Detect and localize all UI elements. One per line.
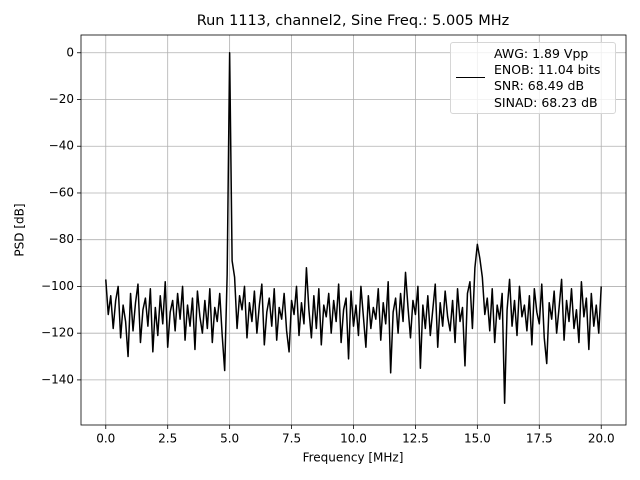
x-tick-label: 5.0 — [220, 432, 239, 446]
y-tick-label: −100 — [41, 279, 74, 293]
y-tick-label: −40 — [49, 139, 74, 153]
x-tick-label: 10.0 — [340, 432, 367, 446]
x-tick-label: 2.5 — [158, 432, 177, 446]
y-tick-label: −80 — [49, 232, 74, 246]
x-tick-label: 17.5 — [526, 432, 553, 446]
x-tick-label: 0.0 — [96, 432, 115, 446]
psd-line — [105, 52, 602, 405]
plot-frame — [80, 34, 627, 426]
y-tick-label: −120 — [41, 326, 74, 340]
x-axis-label: Frequency [MHz] — [303, 451, 404, 465]
y-tick-label: −140 — [41, 372, 74, 386]
x-tick-label: 20.0 — [588, 432, 615, 446]
legend-line — [456, 77, 485, 78]
legend-label: AWG: 1.89 Vpp ENOB: 11.04 bits SNR: 68.4… — [494, 46, 601, 110]
x-tick-label: 15.0 — [464, 432, 491, 446]
chart-title: Run 1113, channel2, Sine Freq.: 5.005 MH… — [197, 13, 510, 29]
y-axis-label: PSD [dB] — [13, 203, 27, 256]
legend: AWG: 1.89 Vpp ENOB: 11.04 bits SNR: 68.4… — [450, 42, 616, 114]
y-tick-label: 0 — [66, 45, 74, 59]
y-tick-label: −20 — [49, 92, 74, 106]
x-tick-label: 12.5 — [402, 432, 429, 446]
x-tick-label: 7.5 — [282, 432, 301, 446]
y-tick-label: −60 — [49, 185, 74, 199]
